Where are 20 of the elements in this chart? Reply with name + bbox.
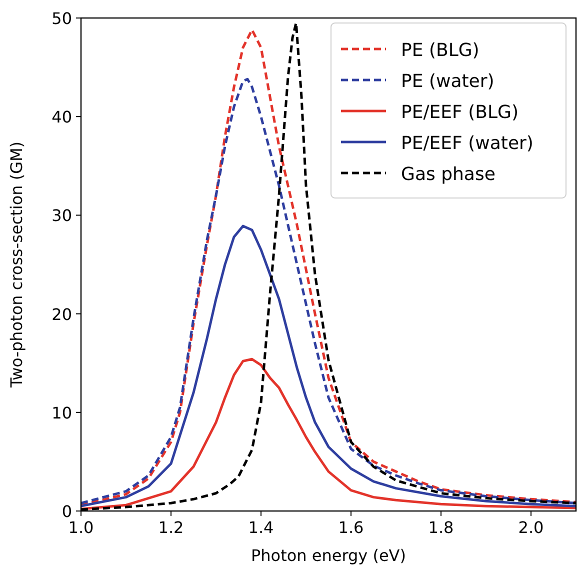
- legend-label: PE/EEF (water): [401, 133, 534, 154]
- x-tick-label: 1.0: [68, 518, 94, 537]
- x-tick-label: 1.4: [248, 518, 274, 537]
- legend-label: PE (BLG): [401, 40, 480, 61]
- y-tick-label: 20: [52, 304, 72, 324]
- x-tick-label: 1.6: [338, 518, 364, 537]
- y-tick-label: 40: [52, 108, 72, 127]
- x-tick-label: 1.8: [428, 518, 454, 537]
- legend-label: PE (water): [401, 71, 494, 92]
- legend-label: PE/EEF (BLG): [401, 102, 518, 123]
- x-axis-title: Photon energy (eV): [251, 546, 406, 565]
- x-tick-label: 2.0: [518, 518, 544, 537]
- y-tick-label: 0: [62, 502, 72, 521]
- legend-label: Gas phase: [401, 164, 496, 185]
- x-tick-label: 1.2: [158, 518, 184, 537]
- y-axis-title: Two-photon cross-section (GM): [7, 141, 26, 389]
- y-tick-label: 50: [52, 9, 72, 28]
- y-tick-label: 30: [52, 206, 72, 226]
- line-series: [81, 358, 576, 510]
- y-tick-label: 10: [52, 403, 72, 422]
